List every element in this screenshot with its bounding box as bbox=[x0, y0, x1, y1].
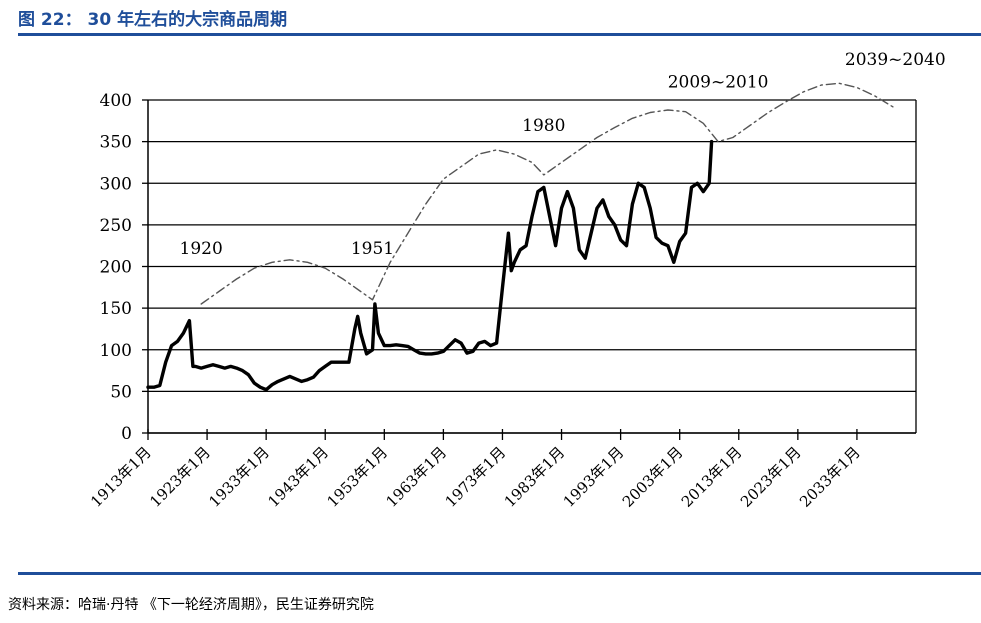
y-axis: 0 50 100 150 200 250 300 350 400 bbox=[100, 91, 917, 444]
x-tick-label: 1943年1月 bbox=[264, 443, 332, 511]
x-axis: 1913年1月1923年1月1933年1月1943年1月1953年1月1963年… bbox=[87, 429, 916, 511]
y-tick-label: 300 bbox=[100, 174, 132, 194]
x-tick-label: 1953年1月 bbox=[323, 443, 391, 511]
x-tick-label: 1923年1月 bbox=[146, 443, 214, 511]
x-tick-label: 1933年1月 bbox=[205, 443, 273, 511]
x-tick-label: 1973年1月 bbox=[442, 443, 510, 511]
cycle-projection-line bbox=[200, 82, 896, 305]
annotations: 1920 1951 1980 2009~2010 2039~2040 bbox=[180, 50, 946, 259]
y-tick-label: 350 bbox=[100, 133, 132, 153]
y-tick-label: 100 bbox=[100, 341, 132, 361]
price-series-line bbox=[146, 139, 714, 392]
cycle-peak-label: 1920 bbox=[180, 239, 223, 259]
x-tick-label: 1993年1月 bbox=[560, 443, 628, 511]
x-tick-label: 1983年1月 bbox=[501, 443, 569, 511]
y-tick-label: 0 bbox=[121, 424, 132, 444]
y-tick-label: 250 bbox=[100, 216, 132, 236]
x-tick-label: 2033年1月 bbox=[796, 443, 864, 511]
cycle-peak-label: 1951 bbox=[351, 239, 394, 259]
y-tick-label: 400 bbox=[100, 91, 132, 111]
series bbox=[146, 82, 896, 392]
y-tick-label: 50 bbox=[110, 382, 132, 402]
x-tick-label: 1963年1月 bbox=[383, 443, 451, 511]
x-tick-label: 2003年1月 bbox=[619, 443, 687, 511]
cycle-peak-label: 2039~2040 bbox=[845, 50, 946, 70]
cycle-peak-label: 1980 bbox=[522, 116, 565, 136]
y-tick-label: 150 bbox=[100, 299, 132, 319]
figure-header: 图 22： 30 年左右的大宗商品周期 bbox=[18, 0, 981, 34]
header-divider bbox=[18, 33, 981, 36]
footer-divider bbox=[18, 572, 981, 575]
x-tick-label: 2023年1月 bbox=[737, 443, 805, 511]
grid bbox=[148, 99, 916, 434]
y-tick-label: 200 bbox=[100, 258, 132, 278]
figure-title: 图 22： 30 年左右的大宗商品周期 bbox=[18, 10, 288, 30]
x-tick-label: 1913年1月 bbox=[87, 443, 155, 511]
x-tick-label: 2013年1月 bbox=[678, 443, 746, 511]
source-note: 资料来源：哈瑞·丹特 《下一轮经济周期》，民生证券研究院 bbox=[8, 597, 374, 613]
cycle-peak-label: 2009~2010 bbox=[668, 73, 769, 93]
